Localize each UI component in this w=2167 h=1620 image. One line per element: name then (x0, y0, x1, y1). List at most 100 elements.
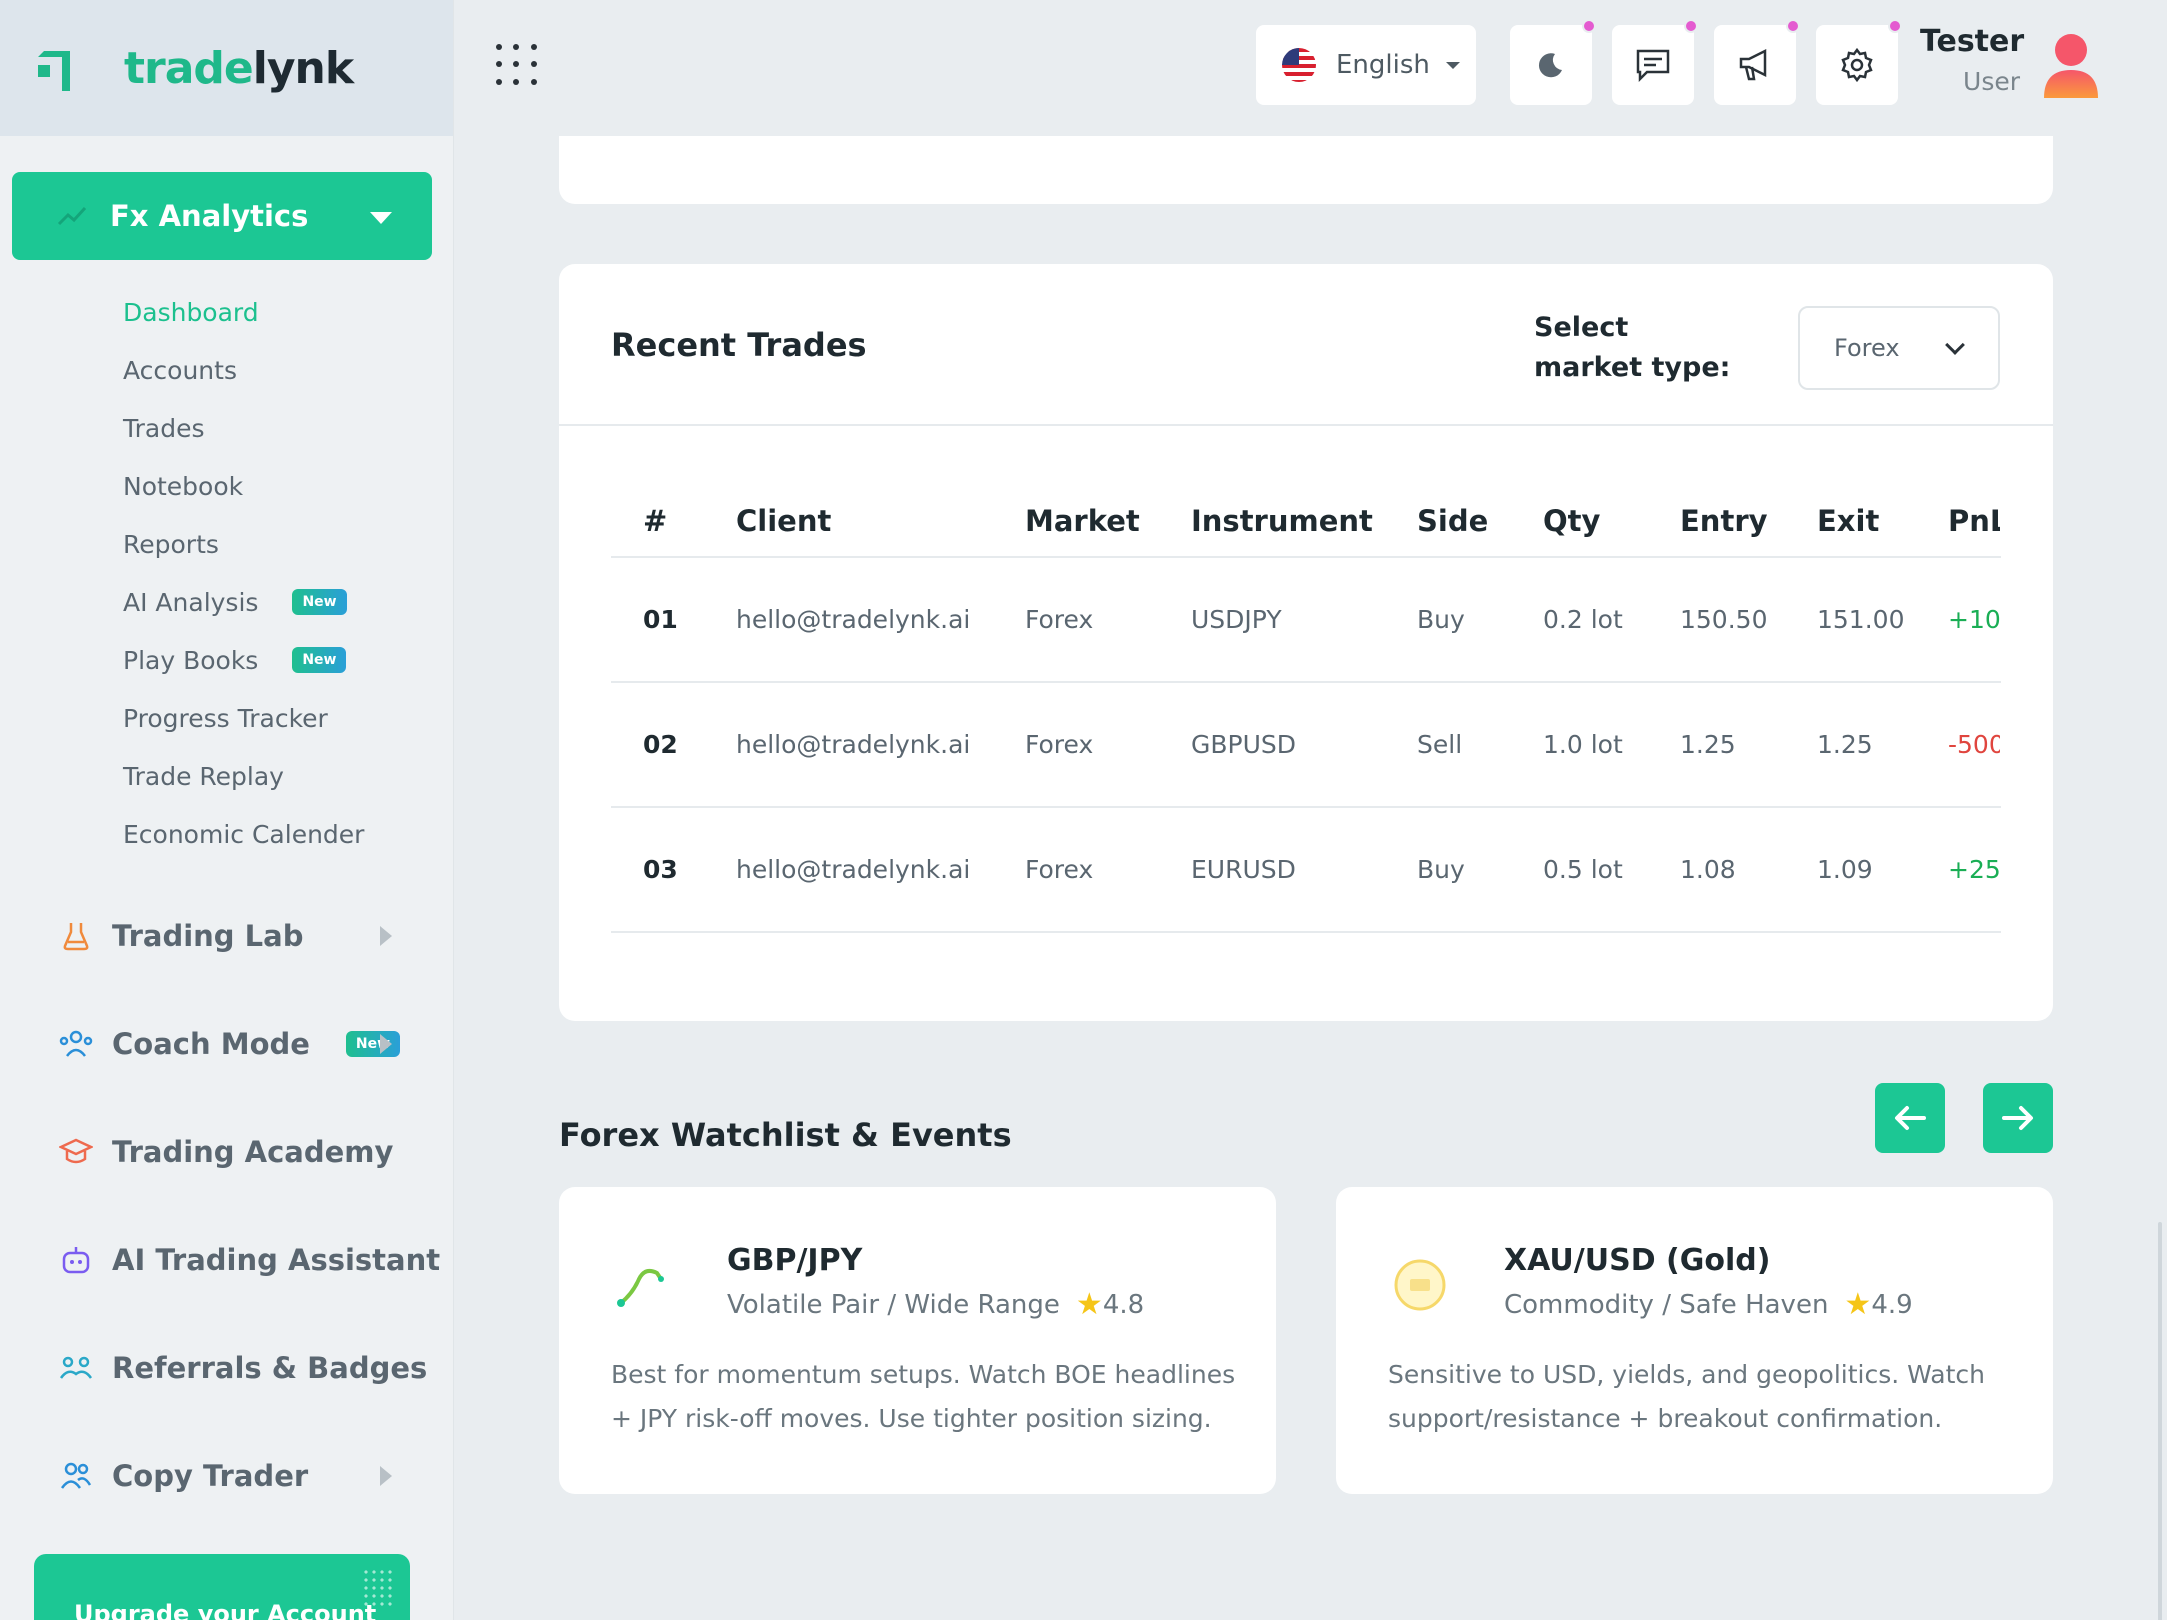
notification-dot (1684, 19, 1698, 33)
watchlist-description: Sensitive to USD, yields, and geopolitic… (1388, 1360, 1985, 1433)
arrow-right-icon (2002, 1106, 2033, 1130)
avatar[interactable] (2036, 30, 2106, 100)
watchlist-card[interactable]: XAU/USD (Gold) Commodity / Safe Haven ★ … (1336, 1187, 2053, 1494)
sidebar-group-coach-mode[interactable]: Coach Mode New (58, 1026, 401, 1062)
star-icon: ★ (1844, 1287, 1872, 1322)
sidebar-group-fx-analytics[interactable]: Fx Analytics (12, 172, 432, 260)
watchlist-symbol: GBP/JPY (727, 1243, 863, 1278)
us-flag-icon (1282, 48, 1316, 82)
carousel-next-button[interactable] (1983, 1083, 2053, 1153)
chevron-down-icon (370, 212, 392, 224)
sidebar-item-reports[interactable]: Reports (123, 529, 219, 559)
sidebar: tradelynk Fx Analytics Dashboard Account… (0, 0, 454, 1620)
gold-coin-icon (1394, 1259, 1446, 1311)
table-row[interactable]: 03 hello@tradelynk.ai Forex EURUSD Buy 0… (611, 808, 2001, 933)
tradelynk-logo-icon (38, 51, 70, 91)
sidebar-item-dashboard[interactable]: Dashboard (123, 297, 259, 327)
column-header: Market (1025, 504, 1140, 538)
carousel-prev-button[interactable] (1875, 1083, 1945, 1153)
user-role: User (1963, 67, 2020, 96)
notification-dot (1786, 19, 1800, 33)
market-type-label: Select market type: (1534, 312, 1731, 383)
brand-name: tradelynk (124, 42, 354, 94)
language-selector[interactable]: English (1256, 25, 1476, 105)
column-header: # (643, 504, 668, 538)
column-header: Client (736, 504, 832, 538)
sidebar-item-trade-replay[interactable]: Trade Replay (123, 761, 284, 791)
users-icon (58, 1458, 94, 1494)
column-header: Qty (1543, 504, 1601, 538)
table-row[interactable]: 01 hello@tradelynk.ai Forex USDJPY Buy 0… (611, 558, 2001, 683)
market-type-select[interactable]: Forex (1798, 306, 2000, 390)
watchlist-rating: 4.8 (1102, 1289, 1145, 1320)
watchlist-subtitle: Volatile Pair / Wide Range ★ 4.8 (727, 1287, 1145, 1322)
user-info[interactable]: Tester User (1920, 24, 2025, 96)
upgrade-account-button[interactable]: Upgrade your Account (34, 1554, 410, 1620)
sidebar-item-progress-tracker[interactable]: Progress Tracker (123, 703, 328, 733)
dark-mode-toggle[interactable] (1510, 19, 1596, 105)
table-row[interactable]: 02 hello@tradelynk.ai Forex GBPUSD Sell … (611, 683, 2001, 808)
gear-icon (1841, 47, 1873, 83)
graduation-cap-icon (58, 1134, 94, 1170)
chat-icon (1636, 49, 1670, 82)
trades-table: # Client Market Instrument Side Qty Entr… (611, 486, 2001, 933)
watchlist-symbol: XAU/USD (Gold) (1504, 1243, 1771, 1278)
messages-button[interactable] (1612, 19, 1698, 105)
notification-dot (1888, 19, 1902, 33)
watchlist-rating: 4.9 (1871, 1289, 1913, 1320)
dots-pattern-icon (362, 1568, 394, 1608)
pnl-value: +250 (1948, 855, 2000, 884)
sidebar-group-referrals-badges[interactable]: Referrals & Badges (58, 1350, 427, 1386)
settings-button[interactable] (1816, 19, 1902, 105)
referral-icon (58, 1350, 94, 1386)
announcements-button[interactable] (1714, 19, 1800, 105)
notification-dot (1582, 19, 1596, 33)
moon-icon (1538, 53, 1562, 78)
sidebar-item-ai-analysis[interactable]: AI Analysis New (123, 573, 364, 631)
watchlist-title: Forex Watchlist & Events (559, 1116, 1012, 1154)
column-header: Side (1417, 504, 1489, 538)
column-header: Exit (1817, 504, 1880, 538)
brand-logo[interactable]: tradelynk (0, 0, 453, 136)
new-badge: New (292, 589, 347, 615)
recent-trades-title: Recent Trades (611, 326, 867, 364)
sidebar-item-trades[interactable]: Trades (123, 413, 205, 443)
column-header: PnL (1948, 504, 2000, 538)
sidebar-item-economic-calender[interactable]: Economic Calender (123, 819, 365, 849)
chart-trend-icon (57, 206, 87, 226)
megaphone-icon (1739, 48, 1767, 81)
column-header: Instrument (1191, 504, 1373, 538)
coach-icon (58, 1026, 94, 1062)
sidebar-group-trading-lab[interactable]: Trading Lab (58, 918, 392, 954)
watchlist-subtitle: Commodity / Safe Haven ★ 4.9 (1504, 1287, 1913, 1322)
sidebar-item-play-books[interactable]: Play Books New (123, 631, 364, 689)
sidebar-subnav: Dashboard Accounts Trades Notebook Repor… (123, 283, 364, 863)
sidebar-group-copy-trader[interactable]: Copy Trader (58, 1458, 392, 1494)
watchlist-card[interactable]: GBP/JPY Volatile Pair / Wide Range ★ 4.8… (559, 1187, 1276, 1494)
pnl-value: -500 (1948, 730, 2000, 759)
gbpjpy-trend-icon (617, 1269, 664, 1307)
sidebar-group-ai-trading-assistant[interactable]: AI Trading Assistant (58, 1242, 440, 1278)
star-icon: ★ (1075, 1287, 1103, 1322)
chevron-right-icon (380, 1466, 392, 1486)
chevron-right-icon (380, 1034, 392, 1054)
scrollbar[interactable] (2158, 1222, 2162, 1620)
new-badge: New (292, 647, 347, 673)
chevron-right-icon (380, 926, 392, 946)
robot-icon (58, 1242, 94, 1278)
apps-grid-icon[interactable] (496, 44, 540, 88)
column-header: Entry (1680, 504, 1768, 538)
user-name: Tester (1920, 24, 2025, 59)
arrow-left-icon (1895, 1106, 1926, 1130)
sidebar-item-accounts[interactable]: Accounts (123, 355, 237, 385)
table-header-row: # Client Market Instrument Side Qty Entr… (611, 486, 2001, 558)
sidebar-item-notebook[interactable]: Notebook (123, 471, 244, 501)
watchlist-description: Best for momentum setups. Watch BOE head… (611, 1360, 1236, 1433)
previous-card (559, 136, 2053, 204)
flask-icon (58, 918, 94, 954)
sidebar-group-trading-academy[interactable]: Trading Academy (58, 1134, 393, 1170)
recent-trades-header: Recent Trades Select market type: Forex (559, 264, 2053, 426)
recent-trades-card: Recent Trades Select market type: Forex … (559, 264, 2053, 1021)
caret-down-icon (1445, 61, 1460, 69)
sidebar-group-label: Fx Analytics (110, 199, 309, 233)
